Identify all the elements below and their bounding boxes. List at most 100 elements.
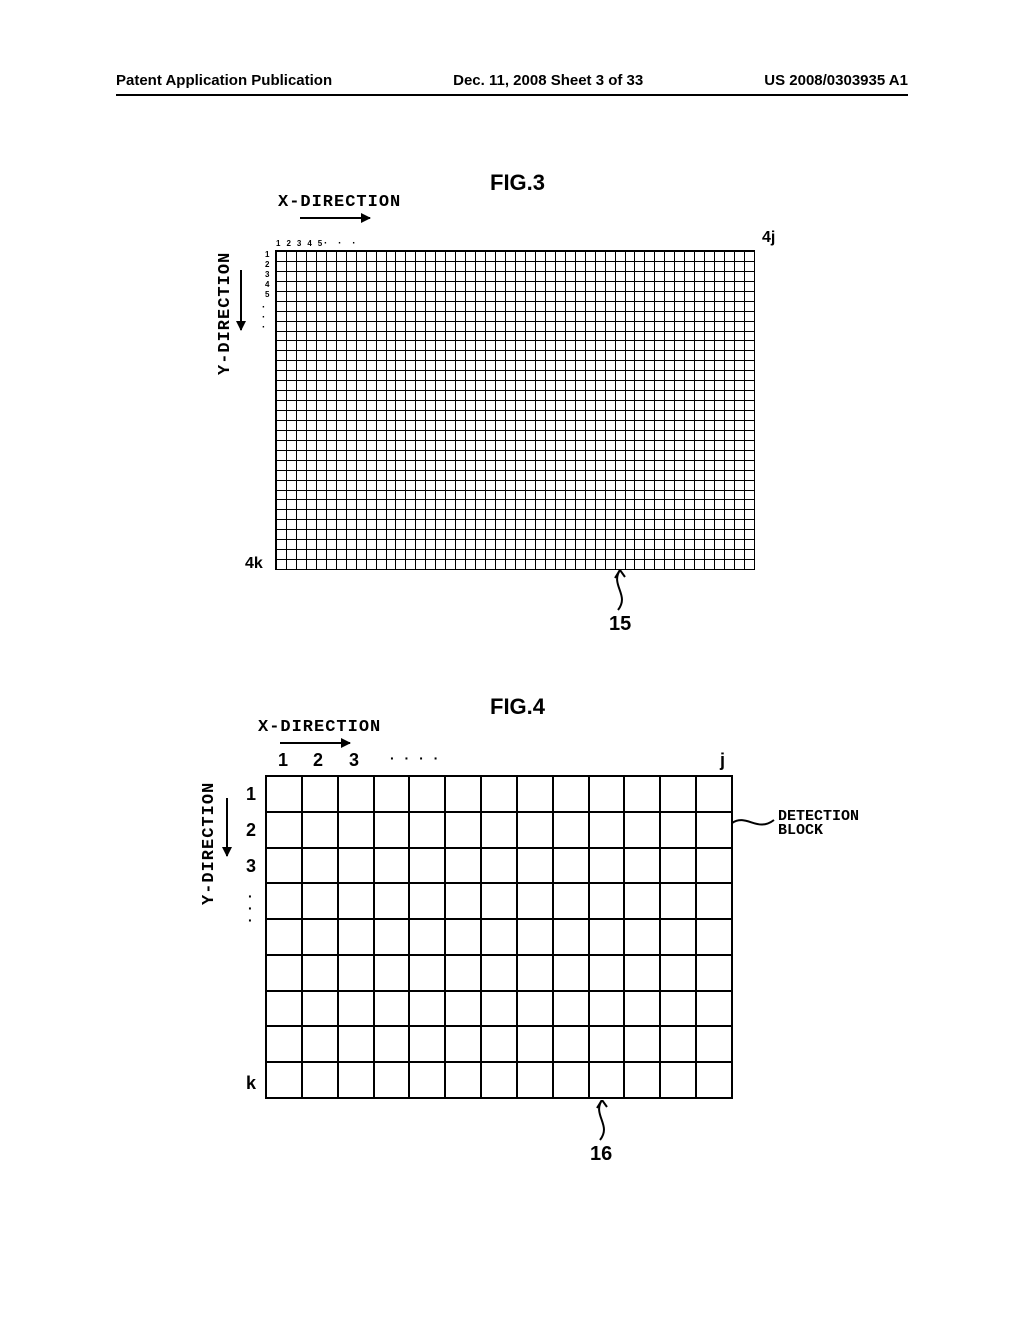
fig3-cell (317, 560, 327, 570)
fig3-cell (377, 411, 387, 421)
fig3-cell (317, 332, 327, 342)
fig3-cell (337, 451, 347, 461)
fig3-cell (476, 381, 486, 391)
fig3-cell (665, 550, 675, 560)
fig3-cell (496, 540, 506, 550)
fig3-cell (735, 471, 745, 481)
fig3-cell (665, 540, 675, 550)
fig3-cell (626, 461, 636, 471)
fig3-cell (416, 302, 426, 312)
fig3-cell (486, 411, 496, 421)
fig3-cell (446, 411, 456, 421)
fig3-cell (486, 302, 496, 312)
fig3-cell (715, 272, 725, 282)
fig3-cell (446, 401, 456, 411)
fig3-cell (337, 461, 347, 471)
fig3-cell (446, 341, 456, 351)
fig3-cell (297, 351, 307, 361)
fig3-y-arrow-icon (240, 270, 242, 330)
fig3-cell (606, 312, 616, 322)
fig3-cell (377, 272, 387, 282)
fig3-cell (695, 421, 705, 431)
fig4-cell (518, 992, 554, 1028)
fig3-cell (496, 252, 506, 262)
fig3-cell (626, 282, 636, 292)
fig3-cell (536, 451, 546, 461)
fig3-cell (436, 491, 446, 501)
fig3-cell (526, 431, 536, 441)
fig3-cell (695, 461, 705, 471)
fig3-cell (436, 292, 446, 302)
fig3-cell (327, 282, 337, 292)
fig4-cell (625, 849, 661, 885)
fig3-cell (725, 461, 735, 471)
fig3-cell (446, 421, 456, 431)
fig3-cell (685, 550, 695, 560)
fig3-cell (287, 341, 297, 351)
fig3-cell (745, 471, 755, 481)
fig3-cell (416, 540, 426, 550)
fig3-cell (486, 471, 496, 481)
fig3-cell (317, 550, 327, 560)
fig3-cell (516, 262, 526, 272)
fig3-y-nums: 1 2 3 4 5 (265, 250, 269, 300)
fig3-cell (526, 441, 536, 451)
fig3-cell (317, 401, 327, 411)
fig3-cell (337, 530, 347, 540)
fig3-cell (576, 371, 586, 381)
fig3-cell (596, 401, 606, 411)
fig3-cell (327, 391, 337, 401)
fig3-cell (665, 560, 675, 570)
fig3-cell (307, 510, 317, 520)
fig3-cell (297, 341, 307, 351)
fig3-cell (576, 262, 586, 272)
fig3-cell (416, 520, 426, 530)
fig3-cell (635, 540, 645, 550)
fig4-cell (625, 777, 661, 813)
fig4-cell (590, 1027, 626, 1063)
fig4-cell (625, 884, 661, 920)
fig3-cell (675, 441, 685, 451)
fig3-cell (456, 530, 466, 540)
fig3-cell (456, 401, 466, 411)
fig3-cell (416, 262, 426, 272)
fig3-cell (297, 431, 307, 441)
fig3-cell (297, 421, 307, 431)
fig3-cell (506, 341, 516, 351)
fig3-cell (406, 312, 416, 322)
fig3-cell (506, 471, 516, 481)
fig3-cell (705, 491, 715, 501)
fig3-cell (745, 481, 755, 491)
fig3-cell (526, 550, 536, 560)
fig3-cell (556, 371, 566, 381)
fig3-cell (695, 361, 705, 371)
fig3-cell (277, 441, 287, 451)
fig3-cell (426, 371, 436, 381)
fig3-cell (466, 262, 476, 272)
fig3-cell (287, 540, 297, 550)
fig3-cell (695, 540, 705, 550)
fig3-cell (476, 520, 486, 530)
fig3-cell (327, 451, 337, 461)
fig3-cell (745, 500, 755, 510)
fig3-cell (586, 421, 596, 431)
fig4-cell (661, 1027, 697, 1063)
fig3-cell (277, 461, 287, 471)
fig3-cell (566, 282, 576, 292)
fig3-cell (307, 520, 317, 530)
fig3-cell (446, 540, 456, 550)
fig4-cell (375, 1063, 411, 1099)
fig3-cell (496, 461, 506, 471)
fig3-cell (377, 322, 387, 332)
fig3-cell (277, 500, 287, 510)
fig3-cell (715, 491, 725, 501)
fig3-cell (655, 381, 665, 391)
fig3-cell (357, 351, 367, 361)
fig4-cell (410, 1027, 446, 1063)
fig3-cell (695, 431, 705, 441)
fig3-cell (596, 471, 606, 481)
fig3-cell (446, 332, 456, 342)
fig3-cell (725, 351, 735, 361)
fig4-cell (697, 956, 733, 992)
fig3-cell (387, 540, 397, 550)
